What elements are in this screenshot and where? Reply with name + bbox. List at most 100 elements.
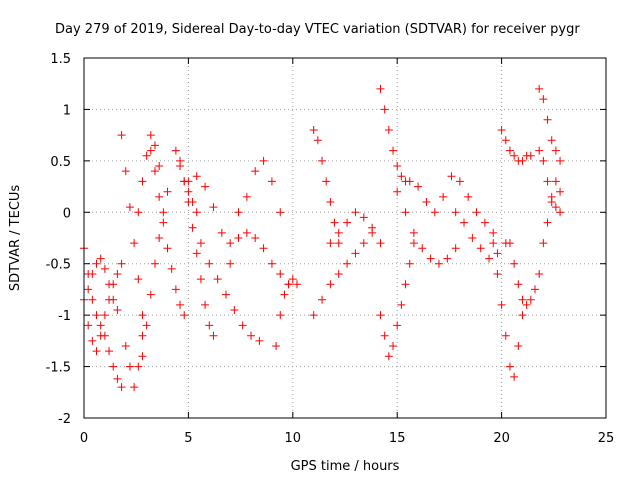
data-point-marker [213,275,222,284]
data-point-marker [451,244,460,253]
data-point-marker [547,198,556,206]
y-tick-label: -1 [58,309,71,324]
data-point-marker [535,84,544,93]
data-point-marker [543,177,552,186]
data-point-marker [138,331,147,340]
data-point-marker [96,321,105,330]
data-point-marker [510,259,519,268]
data-point-marker [84,321,93,330]
data-point-marker [322,177,331,186]
data-point-marker [184,187,193,196]
series-arc-22 [414,172,498,237]
data-point-marker [334,228,343,237]
data-point-marker [88,295,97,304]
data-point-marker [280,290,289,299]
data-point-marker [397,300,406,309]
data-point-marker [276,270,285,278]
data-point-marker [159,208,168,217]
data-point-marker [226,259,235,268]
data-point-marker [292,280,301,289]
data-point-marker [92,311,101,320]
data-point-marker [217,228,226,237]
data-point-marker [505,239,514,248]
data-point-marker [468,234,477,242]
data-point-marker [535,146,544,155]
data-point-marker [142,151,151,160]
data-point-marker [134,208,143,217]
data-point-marker [251,167,260,176]
data-point-marker [334,239,343,248]
series-arc-14 [226,228,293,289]
data-point-marker [485,254,494,263]
series-arc-28 [535,146,565,217]
data-point-marker [155,192,164,201]
data-point-marker [531,285,540,294]
axis-ticks [83,57,607,419]
data-point-marker [518,295,527,304]
data-point-marker [501,331,510,340]
data-point-marker [389,146,398,155]
data-point-marker [359,239,368,248]
data-point-marker [113,270,122,278]
data-point-marker [92,347,101,356]
data-point-marker [171,146,180,155]
data-point-marker [505,362,514,371]
data-point-marker [426,254,435,263]
series-arc-17 [309,228,377,320]
data-point-marker [155,162,164,170]
data-point-marker [543,115,552,124]
series-arc-27 [535,84,565,165]
data-point-marker [117,383,126,392]
y-tick-label: 0.5 [50,155,71,170]
data-point-marker [159,218,168,227]
data-point-marker [267,177,276,186]
data-point-marker [451,208,460,217]
data-point-marker [251,234,260,242]
data-point-marker [226,239,235,248]
series-arc-13 [234,156,285,217]
data-point-marker [343,259,352,268]
series-arc-24 [489,239,527,381]
data-point-marker [105,295,114,304]
data-point-marker [455,177,464,186]
data-point-marker [326,239,335,248]
data-point-marker [146,146,155,155]
data-point-marker [351,208,360,217]
data-point-marker [180,311,189,320]
data-point-marker [209,203,218,212]
data-point-marker [405,177,414,186]
data-point-marker [493,270,502,278]
series-arc-29 [539,177,565,248]
data-point-marker [418,244,427,253]
data-point-marker [318,156,327,165]
data-point-marker [121,167,130,176]
series-arc-5 [121,331,147,392]
data-point-marker [234,234,243,242]
series-arc-1 [80,244,126,392]
data-point-marker [556,208,565,217]
data-point-marker [489,228,498,237]
series-arc-3 [84,259,126,356]
data-point-marker [318,295,327,304]
y-tick-labels: -2 -1.5 -1 -0.5 0 0.5 1 1.5 [46,52,71,427]
data-point-marker [92,259,101,268]
data-point-marker [505,146,514,155]
x-tick-label: 15 [389,431,406,446]
data-point-marker [284,280,293,289]
data-point-marker [551,146,560,155]
data-point-marker [163,187,172,196]
y-tick-label: 1.5 [50,52,71,67]
data-point-marker [439,192,448,201]
y-tick-label: -2 [58,412,71,427]
data-point-marker [205,321,214,330]
series-arc-4 [117,131,147,320]
data-point-marker [489,239,498,248]
series-arc-18 [326,208,385,248]
data-point-marker [518,311,527,320]
data-point-marker [547,136,556,145]
data-point-marker [447,172,456,181]
data-points [80,84,565,392]
data-point-marker [288,275,297,284]
data-point-marker [96,254,105,263]
